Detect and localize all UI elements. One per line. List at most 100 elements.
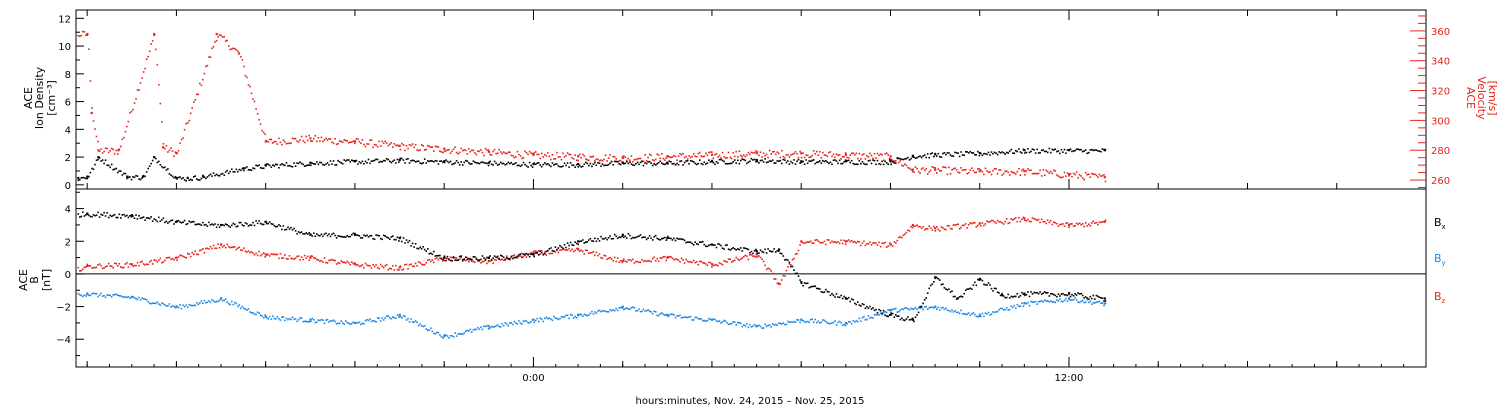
density-point <box>838 159 841 162</box>
by-point <box>103 294 105 297</box>
bx-point <box>452 256 455 258</box>
bx-point <box>259 222 262 225</box>
density-point <box>987 151 990 154</box>
density-point <box>448 161 450 164</box>
bz-point <box>829 241 832 244</box>
velocity-point <box>133 102 136 104</box>
bz-point <box>334 259 336 262</box>
bx-point <box>878 308 880 311</box>
bx-point <box>1100 297 1102 299</box>
bz-point <box>995 222 997 224</box>
bx-point <box>392 235 394 237</box>
density-point <box>908 159 911 161</box>
bz-point <box>176 259 178 262</box>
bx-point <box>902 319 905 321</box>
density-point <box>661 162 663 164</box>
by-point <box>1071 299 1073 301</box>
bx-point <box>923 299 926 301</box>
density-point <box>107 164 110 167</box>
bx-point <box>408 239 411 242</box>
velocity-value-point <box>755 152 758 155</box>
bz-point <box>925 227 927 230</box>
by-point <box>1016 303 1019 306</box>
velocity-value-point <box>237 52 241 55</box>
density-point <box>373 159 376 162</box>
bx-point <box>300 231 303 233</box>
density-point <box>367 158 370 161</box>
by-value-point <box>130 295 133 298</box>
bz-point <box>506 255 508 257</box>
bz-point <box>1060 223 1063 226</box>
velocity-point <box>597 158 599 161</box>
velocity-point <box>588 159 590 162</box>
bz-point <box>516 257 519 259</box>
by-point <box>717 320 719 323</box>
by-point <box>282 316 285 318</box>
bx-point <box>252 221 254 224</box>
by-point <box>644 310 646 312</box>
velocity-point <box>876 152 879 155</box>
bx-point <box>621 235 624 238</box>
bx-point <box>858 304 861 306</box>
bz-point <box>585 249 587 251</box>
bz-point <box>1012 219 1014 221</box>
bx-point <box>612 237 614 240</box>
bz-point <box>203 252 206 254</box>
by-point <box>854 321 856 323</box>
bx-point <box>343 236 345 238</box>
velocity-point <box>299 139 301 141</box>
by-point <box>416 321 418 324</box>
by-point <box>627 308 630 310</box>
velocity-point <box>816 150 818 153</box>
bz-point <box>1100 221 1102 224</box>
density-point <box>419 162 421 164</box>
velocity-point <box>226 39 228 42</box>
velocity-point <box>958 172 961 174</box>
velocity-point <box>451 150 453 153</box>
by-point <box>904 307 906 309</box>
density-point <box>428 160 431 163</box>
bx-point <box>215 226 218 229</box>
bx-point <box>627 232 630 235</box>
density-point <box>1084 149 1087 151</box>
bx-point <box>457 259 459 261</box>
density-point <box>977 150 979 153</box>
by-value-point <box>577 313 580 316</box>
bz-point <box>126 262 128 264</box>
bz-point <box>692 259 695 262</box>
by-point <box>237 305 239 308</box>
by-point <box>817 320 820 323</box>
bx-point <box>823 291 826 293</box>
by-point <box>501 323 503 325</box>
bz-point <box>1042 220 1044 223</box>
bx-point <box>998 292 1000 294</box>
by-point <box>692 319 695 321</box>
density-point <box>702 163 704 166</box>
by-point <box>205 301 207 304</box>
by-point <box>1033 301 1035 303</box>
by-point <box>1066 300 1069 303</box>
by-point <box>241 305 244 308</box>
bx-point <box>864 307 867 310</box>
bx-point <box>1048 295 1051 297</box>
bx-point <box>644 236 646 239</box>
by-point <box>926 308 929 310</box>
bx-point <box>989 284 991 286</box>
velocity-point <box>270 138 273 141</box>
velocity-point <box>606 160 608 162</box>
bz-point <box>823 240 826 243</box>
velocity-point <box>484 147 487 150</box>
velocity-point <box>191 107 193 109</box>
velocity-point <box>700 155 703 157</box>
bx-point <box>430 252 432 255</box>
bz-point <box>417 261 420 263</box>
by-value-point <box>1103 302 1106 305</box>
bx-point <box>446 255 449 258</box>
density-point <box>200 177 203 180</box>
velocity-point <box>711 151 713 153</box>
velocity-point <box>571 156 573 159</box>
bx-point <box>887 315 889 318</box>
velocity-point <box>439 150 441 152</box>
bx-point <box>820 290 823 293</box>
by-point <box>764 323 766 326</box>
